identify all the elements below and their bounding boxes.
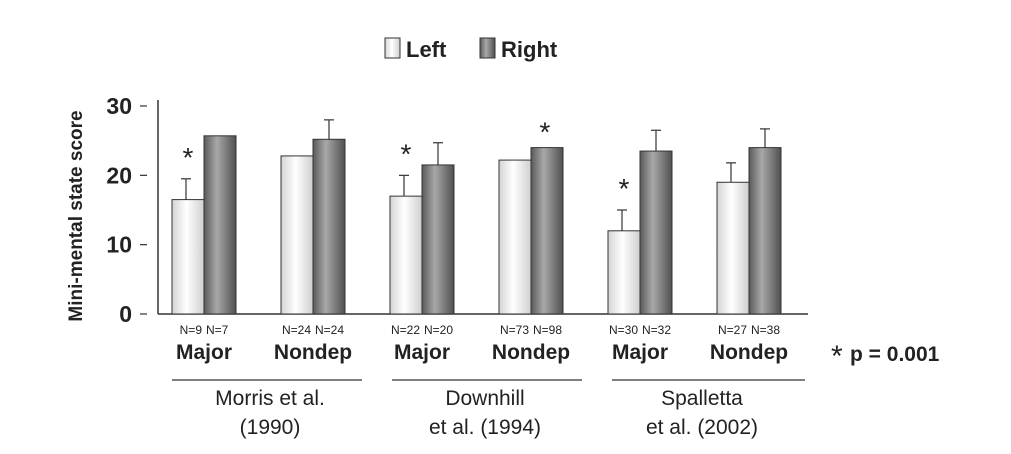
- n-label-right: N=38: [751, 323, 780, 337]
- y-tick-label: 20: [106, 162, 132, 188]
- bar-right: [203, 135, 237, 315]
- n-label-left: N=24: [282, 323, 311, 337]
- x-axis-labels: N=9 N=7 Major N=24 N=24 Nondep N=22 N=20 Major N=…: [176, 323, 788, 364]
- n-label-right: N=24: [315, 323, 344, 337]
- significance-star: *: [540, 117, 551, 148]
- y-tick-label: 30: [106, 93, 132, 119]
- n-label-left: N=73: [500, 323, 529, 337]
- bar-right: [421, 164, 455, 315]
- bar-right: [748, 147, 782, 315]
- legend-label-right: Right: [501, 37, 558, 62]
- study-label-downhill-1: Downhill: [445, 387, 524, 410]
- n-label-right: N=20: [424, 323, 453, 337]
- n-label-right: N=7: [206, 323, 229, 337]
- x-group-label: Nondep: [710, 341, 788, 364]
- legend: Left Right: [384, 37, 558, 62]
- bar-left: [607, 230, 641, 315]
- bar-left: [280, 155, 314, 315]
- legend-swatch-right: [479, 37, 496, 59]
- bar-right: [530, 147, 564, 315]
- significance-star: *: [401, 138, 412, 169]
- bar-left: [171, 199, 205, 315]
- bar-right: [312, 138, 346, 315]
- x-group-label: Nondep: [274, 341, 352, 364]
- bars: * * * *: [171, 117, 782, 315]
- x-group-label: Major: [394, 341, 450, 364]
- n-label-right: N=32: [642, 323, 671, 337]
- study-label-morris-1: Morris et al.: [215, 387, 325, 410]
- bar-right: [639, 150, 673, 315]
- y-tick-label: 10: [106, 232, 132, 258]
- footnote-star: *: [831, 340, 843, 373]
- n-label-left: N=30: [609, 323, 638, 337]
- significance-star: *: [183, 142, 194, 173]
- bar-left: [498, 159, 532, 315]
- x-group-label: Major: [612, 341, 668, 364]
- significance-star: *: [619, 173, 630, 204]
- study-label-spalletta-1: Spalletta: [661, 387, 743, 410]
- legend-swatch-left: [384, 37, 401, 59]
- y-axis-ticks: 0 10 20 30: [106, 93, 147, 327]
- y-tick-label: 0: [119, 301, 132, 327]
- x-group-label: Nondep: [492, 341, 570, 364]
- y-axis-label: Mini-mental state score: [66, 110, 87, 321]
- study-label-downhill-2: et al. (1994): [429, 416, 541, 439]
- bar-left: [389, 195, 423, 315]
- study-label-morris-2: (1990): [240, 416, 301, 439]
- footnote-text: p = 0.001: [850, 343, 940, 366]
- n-label-left: N=27: [718, 323, 747, 337]
- n-label-left: N=22: [391, 323, 420, 337]
- n-label-right: N=98: [533, 323, 562, 337]
- n-label-left: N=9: [180, 323, 203, 337]
- bar-left: [716, 181, 750, 315]
- legend-label-left: Left: [406, 37, 447, 62]
- x-group-label: Major: [176, 341, 232, 364]
- study-label-spalletta-2: et al. (2002): [646, 416, 758, 439]
